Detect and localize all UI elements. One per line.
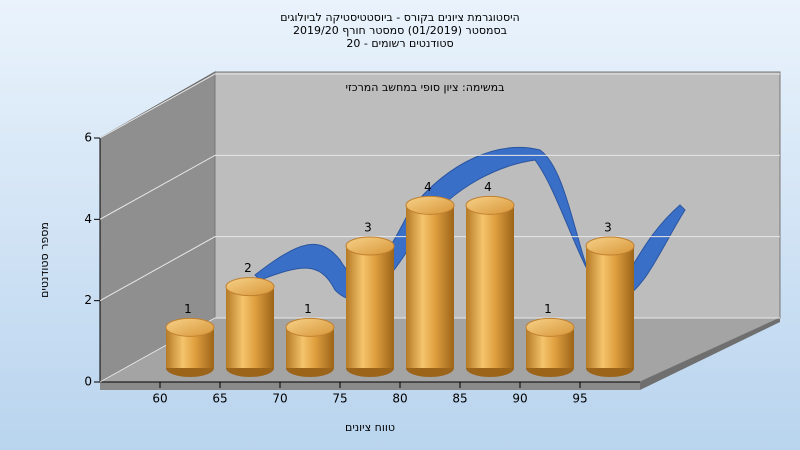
chart-title: היסטוגרמת ציונים בקורס - ביוסטטיסטיקה לב… <box>280 11 519 24</box>
y-tick-label: 2 <box>84 293 92 307</box>
data-label: 3 <box>604 221 612 235</box>
curve-ribbon <box>254 147 686 301</box>
data-label: 1 <box>304 302 312 316</box>
grid-line <box>99 236 780 302</box>
x-tick-label: 70 <box>272 392 287 406</box>
bar-top <box>465 195 515 215</box>
chart-subtitle: סטודנטים רשומים - 20 <box>346 37 453 50</box>
bar <box>406 205 454 368</box>
bar-top <box>405 195 455 215</box>
bar-top <box>225 277 275 297</box>
y-tick-label: 0 <box>84 375 92 389</box>
y-tick-label: 6 <box>84 131 92 145</box>
x-tick-label: 75 <box>332 392 347 406</box>
x-tick-label: 95 <box>572 392 587 406</box>
data-label: 4 <box>424 180 432 194</box>
data-label: 2 <box>244 261 252 275</box>
data-label: 3 <box>364 221 372 235</box>
grid-line <box>99 154 780 220</box>
bar-top <box>165 317 215 337</box>
x-tick-label: 85 <box>452 392 467 406</box>
bar-top <box>345 236 395 256</box>
floor-edge <box>640 318 780 390</box>
x-tick-label: 60 <box>152 392 167 406</box>
x-axis-title: טווח ציונים <box>345 421 395 434</box>
bar <box>226 286 274 368</box>
x-tick-label: 90 <box>512 392 527 406</box>
bar <box>466 205 514 368</box>
bar <box>346 246 394 368</box>
chart-subtitle: בסמסטר (01/2019) סמסטר חורף 2019/20 <box>293 24 507 37</box>
floor-front <box>100 382 640 390</box>
bar <box>586 246 634 368</box>
bar-top <box>525 317 575 337</box>
data-label: 4 <box>484 180 492 194</box>
bar-top <box>285 317 335 337</box>
x-tick-label: 65 <box>212 392 227 406</box>
bar-top <box>585 236 635 256</box>
annotation: במשימה: ציון סופי במחשב המרכזי <box>345 81 504 94</box>
x-tick-label: 80 <box>392 392 407 406</box>
y-tick-label: 4 <box>84 212 92 226</box>
data-label: 1 <box>544 302 552 316</box>
grid-line <box>99 73 780 139</box>
y-axis-title: מספר סטודנטים <box>38 222 51 298</box>
data-label: 1 <box>184 302 192 316</box>
